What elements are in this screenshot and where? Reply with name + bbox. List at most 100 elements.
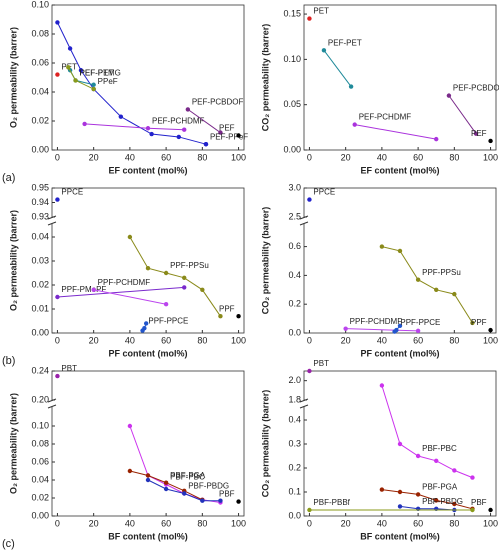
data-point	[452, 468, 457, 473]
data-point	[118, 114, 124, 119]
x-tick-label: 0	[307, 518, 312, 528]
data-point	[91, 287, 96, 292]
series-label: PEF-PCBDOF	[192, 98, 244, 107]
data-point	[67, 46, 73, 51]
y-tick-label: 0.4	[288, 270, 301, 280]
series-label: PPF-PPSu	[422, 268, 461, 277]
data-point	[163, 480, 169, 485]
panel-label: (c)	[2, 538, 15, 550]
data-point	[434, 498, 439, 503]
data-point	[397, 323, 403, 328]
axis-break	[47, 221, 57, 226]
data-point	[470, 507, 475, 513]
data-point	[397, 248, 403, 254]
y-tick-label: 0.10	[31, 420, 49, 430]
data-point	[470, 475, 475, 480]
series-line	[381, 385, 473, 479]
data-point	[200, 498, 205, 503]
data-point	[379, 244, 385, 249]
x-tick-label: 60	[161, 152, 171, 162]
data-point	[149, 131, 154, 137]
y-tick-label: 0.04	[31, 86, 49, 96]
data-point	[218, 314, 223, 319]
series-label: PPCE	[313, 188, 335, 197]
y-tick-label: 0.04	[31, 474, 49, 484]
x-tick-label: 0	[55, 335, 60, 345]
data-point	[307, 16, 312, 21]
data-point	[415, 277, 421, 282]
series-line	[187, 108, 221, 134]
y-tick-label: 0.94	[31, 197, 49, 207]
data-point	[66, 65, 71, 70]
series-label: PEF-PET	[80, 69, 114, 78]
data-point	[236, 499, 241, 504]
data-point	[185, 107, 191, 112]
series-label: PPF-PMePF	[61, 285, 106, 294]
data-point	[236, 314, 241, 319]
series-label: PPF	[219, 304, 235, 313]
y-tick-label: 0.6	[288, 241, 301, 251]
series-line	[93, 289, 167, 305]
data-point	[55, 294, 60, 300]
y-axis-label: CO₂ permeability (barrer)	[260, 207, 270, 315]
x-tick-label: 80	[197, 152, 207, 162]
data-point	[78, 68, 84, 73]
series-label: PBF-PBDG	[422, 497, 463, 506]
y-tick-label: 0.0	[288, 510, 301, 520]
data-point	[379, 383, 385, 388]
x-tick-label: 100	[231, 152, 246, 162]
axis-break	[299, 404, 309, 409]
x-axis-label: BF content (mol%)	[108, 531, 188, 541]
plot-frame	[51, 370, 245, 517]
data-point	[488, 507, 493, 513]
series-label: PPF	[471, 318, 487, 327]
data-point	[143, 321, 149, 326]
x-tick-label: 100	[483, 152, 498, 162]
x-axis-label: PF content (mol%)	[109, 348, 188, 358]
series-label: PEF-PPeF	[210, 132, 248, 141]
series-label: PPF-PCHDMF	[98, 278, 151, 287]
x-tick-label: 0	[307, 152, 312, 162]
x-tick-label: 40	[125, 152, 135, 162]
data-point	[182, 127, 187, 132]
data-point	[55, 197, 60, 202]
axis-break-gap	[300, 218, 308, 224]
series-label: PBF-PBBf	[313, 498, 350, 507]
data-point	[470, 320, 475, 326]
y-tick-label: 0.2	[288, 462, 301, 472]
data-point	[163, 486, 169, 492]
data-point	[176, 134, 181, 140]
series-label: PPF-PCHDMF	[350, 317, 403, 326]
y-tick-label: 0.08	[31, 28, 49, 38]
series-label: PBF-PBDG	[188, 482, 229, 491]
series-line	[399, 505, 455, 511]
data-point	[307, 368, 312, 374]
series-label: PBF	[471, 498, 487, 507]
data-point	[434, 458, 439, 463]
data-point	[203, 142, 209, 147]
data-point	[55, 20, 60, 25]
data-point	[218, 130, 223, 135]
series-label: PPF-PPCE	[148, 316, 188, 325]
series-label: PBF-PGA	[422, 483, 458, 492]
series-label: PEF-PCBDOF	[453, 84, 499, 93]
x-tick-label: 20	[341, 152, 351, 162]
x-tick-label: 20	[89, 152, 99, 162]
y-tick-label: 0.95	[31, 182, 49, 192]
x-axis-label: EF content (mol%)	[361, 165, 440, 175]
y-tick-label: 3.0	[288, 182, 301, 192]
axis-break-gap	[300, 401, 308, 407]
y-axis-label: O₂ permeability (barrer)	[8, 210, 18, 311]
y-tick-label: 0.00	[31, 327, 49, 337]
axis-break	[299, 221, 309, 226]
y-tick-label: 0.00	[31, 510, 49, 520]
x-tick-label: 40	[377, 152, 387, 162]
series-line	[345, 328, 419, 332]
y-tick-label: 0.01	[31, 303, 49, 313]
y-axis-label: CO₂ permeability (barrer)	[260, 390, 270, 498]
axis-break-gap	[48, 401, 56, 407]
data-point	[321, 48, 327, 53]
y-tick-label: 0.24	[31, 365, 49, 375]
data-point	[218, 498, 223, 503]
series-line	[381, 489, 473, 510]
